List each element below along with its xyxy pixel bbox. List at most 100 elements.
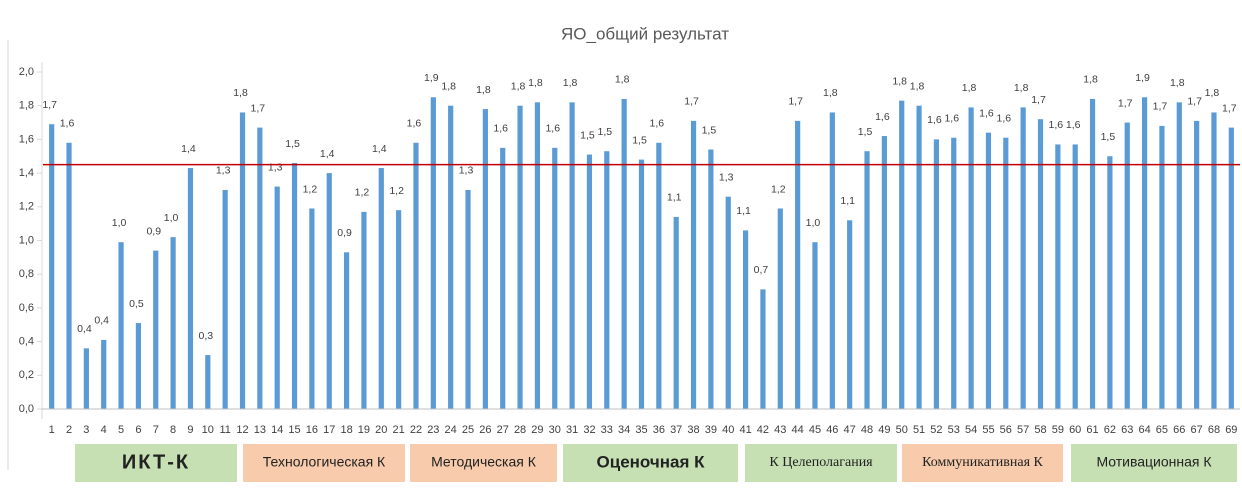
bar	[413, 142, 419, 409]
bar	[933, 139, 940, 409]
bar	[638, 159, 645, 409]
x-tick-label: 17	[323, 424, 335, 436]
value-label: 1,6	[875, 111, 890, 123]
x-tick-label: 42	[757, 424, 769, 436]
x-tick-label: 32	[583, 424, 595, 436]
value-label: 1,7	[1031, 94, 1046, 106]
bar	[708, 149, 714, 409]
bar	[205, 355, 211, 409]
value-label: 1,6	[60, 118, 75, 130]
bar	[396, 210, 402, 409]
bar	[1003, 137, 1009, 409]
group-label: Мотивационная К	[1096, 454, 1212, 470]
bar	[1072, 144, 1078, 409]
value-label: 1,9	[1135, 72, 1150, 84]
value-label: 1,5	[597, 126, 612, 138]
x-tick-label: 48	[861, 424, 873, 436]
x-tick-label: 35	[635, 424, 647, 436]
x-tick-label: 49	[878, 424, 890, 436]
x-tick-label: 26	[479, 424, 491, 436]
bar	[777, 208, 783, 409]
bar	[291, 162, 298, 409]
x-tick-label: 19	[358, 424, 370, 436]
value-label: 1,8	[563, 77, 578, 89]
value-label: 1,8	[962, 82, 977, 94]
x-tick-label: 52	[930, 424, 942, 436]
value-label: 1,8	[1083, 74, 1098, 86]
x-tick-label: 21	[393, 424, 405, 436]
value-label: 1,0	[806, 217, 821, 229]
value-label: 1,4	[320, 148, 335, 160]
bar	[482, 109, 488, 409]
value-label: 1,8	[476, 84, 491, 96]
value-label: 1,5	[632, 134, 647, 146]
x-tick-label: 40	[722, 424, 734, 436]
x-tick-label: 62	[1104, 424, 1116, 436]
value-label: 1,5	[580, 129, 595, 141]
value-label: 1,2	[389, 185, 404, 197]
x-tick-label: 47	[844, 424, 856, 436]
group-label: ИКТ-К	[122, 451, 190, 473]
x-tick-label: 7	[153, 424, 159, 436]
y-tick-label: 0,4	[19, 336, 34, 348]
bar	[257, 127, 263, 409]
group-box	[745, 444, 897, 482]
value-label: 1,2	[355, 187, 370, 199]
bar	[118, 242, 124, 409]
bar	[83, 348, 89, 409]
bar	[378, 168, 384, 409]
bar	[1107, 156, 1113, 409]
x-tick-label: 59	[1052, 424, 1064, 436]
bar	[621, 98, 627, 410]
bar	[985, 132, 992, 409]
x-tick-label: 31	[566, 424, 578, 436]
x-tick-label: 43	[774, 424, 786, 436]
bar	[760, 289, 766, 409]
group-label: Технологическая К	[263, 454, 386, 470]
group-label: К Целеполагания	[769, 455, 873, 470]
x-tick-label: 66	[1173, 424, 1185, 436]
bar	[465, 189, 471, 409]
x-tick-label: 10	[202, 424, 214, 436]
y-tick-label: 1,8	[19, 100, 34, 112]
bar	[1194, 120, 1200, 410]
x-tick-label: 34	[618, 424, 630, 436]
x-tick-label: 33	[601, 424, 613, 436]
bar	[187, 168, 194, 409]
value-label: 1,6	[545, 123, 560, 135]
bar	[1211, 112, 1217, 409]
bar	[326, 173, 332, 409]
x-tick-label: 11	[219, 424, 230, 436]
group-box	[563, 444, 738, 482]
x-tick-label: 58	[1034, 424, 1046, 436]
x-tick-label: 41	[739, 424, 751, 436]
y-tick-label: 1,6	[19, 133, 34, 145]
bar	[448, 105, 454, 409]
value-label: 1,8	[528, 77, 543, 89]
value-label: 1,6	[944, 112, 959, 124]
x-tick-label: 37	[670, 424, 682, 436]
x-tick-label: 50	[896, 424, 908, 436]
value-label: 1,7	[1118, 97, 1133, 109]
bar	[1176, 102, 1182, 409]
value-label: 1,5	[285, 138, 300, 150]
chart-title: ЯО_общий результат	[561, 24, 729, 43]
x-tick-label: 20	[375, 424, 387, 436]
value-label: 1,7	[251, 102, 266, 114]
x-tick-label: 29	[531, 424, 543, 436]
value-label: 1,6	[493, 123, 508, 135]
value-label: 1,8	[823, 87, 838, 99]
bar	[847, 220, 853, 409]
value-label: 1,8	[1014, 82, 1029, 94]
x-tick-label: 56	[1000, 424, 1012, 436]
bar	[153, 250, 159, 409]
x-tick-label: 13	[254, 424, 266, 436]
x-tick-label: 44	[792, 424, 804, 436]
value-label: 1,8	[511, 80, 526, 92]
x-tick-label: 67	[1191, 424, 1203, 436]
bar	[673, 216, 679, 409]
bar	[1055, 144, 1061, 409]
value-label: 1,6	[1049, 119, 1064, 131]
x-tick-label: 15	[288, 424, 300, 436]
x-tick-label: 39	[705, 424, 717, 436]
